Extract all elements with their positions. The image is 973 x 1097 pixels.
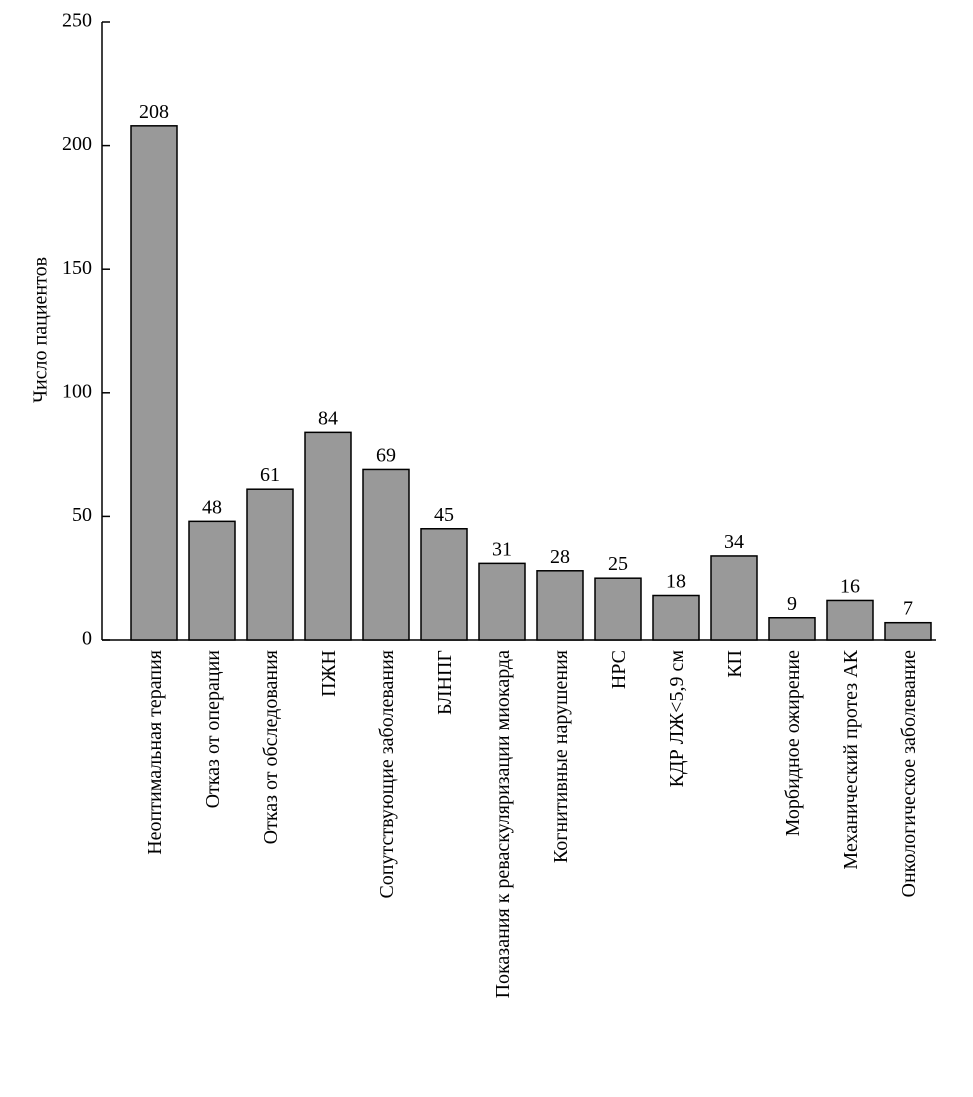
x-tick-label: Неоптимальная терапия — [144, 650, 166, 855]
value-label: 31 — [492, 538, 512, 560]
x-tick-label: БЛНПГ — [434, 650, 456, 715]
value-label: 9 — [787, 593, 797, 615]
value-label: 208 — [139, 101, 169, 123]
bar — [594, 577, 642, 641]
x-tick-label: Сопутствующие заболевания — [376, 650, 398, 899]
value-label: 18 — [666, 571, 686, 593]
y-tick-label: 0 — [82, 628, 92, 650]
value-label: 45 — [434, 504, 454, 526]
y-axis-title: Число пациентов — [30, 257, 52, 403]
bar — [130, 125, 178, 641]
value-label: 25 — [608, 553, 628, 575]
value-label: 7 — [903, 598, 913, 620]
x-tick-label: Онкологическое заболевание — [898, 650, 920, 898]
bar — [710, 555, 758, 641]
value-label: 48 — [202, 496, 222, 518]
x-tick-label: Показания к реваскуляризации миокарда — [492, 650, 514, 999]
bar — [536, 570, 584, 641]
x-tick-label: НРС — [608, 650, 630, 689]
bar — [652, 594, 700, 641]
bar — [478, 562, 526, 641]
value-label: 28 — [550, 546, 570, 568]
x-tick-label: Отказ от обследования — [260, 650, 282, 844]
x-tick-label: Когнитивные нарушения — [550, 650, 572, 863]
x-tick-label: Морбидное ожирение — [782, 650, 804, 836]
y-tick-label: 50 — [72, 504, 92, 526]
bar — [246, 488, 294, 641]
value-label: 34 — [724, 531, 744, 553]
bar — [768, 617, 816, 641]
x-tick-label: Отказ от операции — [202, 650, 224, 809]
bar — [826, 599, 874, 641]
x-tick-label: КП — [724, 650, 746, 678]
value-label: 84 — [318, 407, 338, 429]
value-label: 69 — [376, 444, 396, 466]
value-label: 16 — [840, 575, 860, 597]
y-tick-label: 200 — [62, 133, 92, 155]
y-tick-label: 250 — [62, 10, 92, 32]
bar — [420, 528, 468, 641]
x-tick-label: ПЖН — [318, 650, 340, 697]
y-tick-label: 100 — [62, 380, 92, 402]
bar — [884, 621, 932, 641]
x-tick-label: КДР ЛЖ<5,9 см — [666, 650, 688, 788]
bar — [304, 431, 352, 641]
x-tick-label: Механический протез АК — [840, 649, 862, 869]
value-label: 61 — [260, 464, 280, 486]
bar — [188, 520, 236, 641]
y-tick-label: 150 — [62, 257, 92, 279]
bar — [362, 468, 410, 641]
